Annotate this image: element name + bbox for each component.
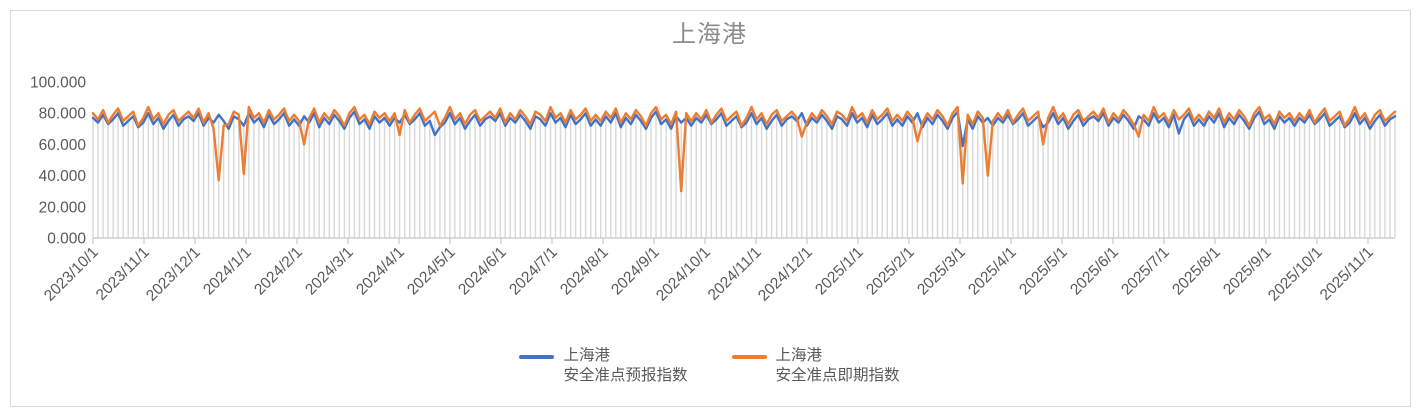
- chart-title: 上海港: [672, 21, 747, 48]
- y-tick-label: 60.000: [39, 137, 87, 154]
- x-tick-label: 2024/1/1: [200, 244, 255, 299]
- x-tick-label: 2025/3/1: [914, 244, 969, 299]
- y-tick-label: 80.000: [39, 106, 87, 123]
- legend-line-swatch-spot: [731, 355, 767, 359]
- x-tick-label: 2024/3/1: [302, 244, 357, 299]
- drop-lines: [92, 107, 1396, 238]
- y-tick-label: 40.000: [39, 168, 87, 185]
- series-line-spot: [91, 105, 1397, 193]
- legend-label-spot-line2: 安全准点即期指数: [775, 367, 900, 385]
- x-tick-label: 2025/5/1: [1016, 244, 1071, 299]
- x-tick-label: 2024/4/1: [353, 244, 408, 299]
- x-tick-label: 2025/4/1: [965, 244, 1020, 299]
- legend-label-spot: 上海港 安全准点即期指数: [776, 346, 900, 387]
- x-tick-label: 2023/10/1: [41, 244, 102, 305]
- x-tick-label: 2024/7/1: [506, 244, 561, 299]
- x-tick-label: 2023/12/1: [143, 244, 204, 305]
- legend-label-forecast-line2: 安全准点预报指数: [563, 367, 688, 385]
- chart-legend: 上海港 安全准点预报指数 上海港 安全准点即期指数: [0, 346, 1419, 387]
- legend-label-spot-line1: 上海港: [775, 347, 823, 364]
- x-tick-label: 2025/8/1: [1169, 244, 1224, 299]
- legend-label-forecast: 上海港 安全准点预报指数: [563, 346, 687, 387]
- x-tick-label: 2025/6/1: [1067, 244, 1122, 299]
- legend-line-swatch-forecast: [519, 355, 555, 359]
- x-tick-label: 2024/5/1: [404, 244, 459, 299]
- y-tick-label: 0.000: [47, 231, 86, 248]
- y-tick-label: 20.000: [39, 199, 87, 216]
- legend-label-forecast-line1: 上海港: [563, 347, 610, 364]
- legend-item-spot: 上海港 安全准点即期指数: [731, 346, 900, 387]
- legend-item-forecast: 上海港 安全准点预报指数: [519, 346, 688, 387]
- x-tick-label: 2024/8/1: [557, 244, 612, 299]
- x-tick-label: 2025/7/1: [1118, 244, 1173, 299]
- series-line-forecast: [91, 110, 1397, 148]
- x-tick-label: 2023/11/1: [93, 244, 153, 304]
- x-tick-label: 2024/2/1: [251, 244, 306, 299]
- y-tick-label: 100.000: [30, 75, 86, 92]
- x-tick-label: 2024/6/1: [455, 244, 510, 299]
- x-tick-label: 2024/12/1: [755, 244, 816, 305]
- x-tick-label: 2024/11/1: [705, 244, 765, 304]
- x-tick-label: 2025/2/1: [863, 244, 918, 299]
- x-tick-label: 2024/10/1: [653, 244, 714, 305]
- x-tick-label: 2025/11/1: [1317, 244, 1377, 304]
- x-tick-label: 2025/1/1: [812, 244, 867, 299]
- x-tick-label: 2025/10/1: [1265, 244, 1326, 305]
